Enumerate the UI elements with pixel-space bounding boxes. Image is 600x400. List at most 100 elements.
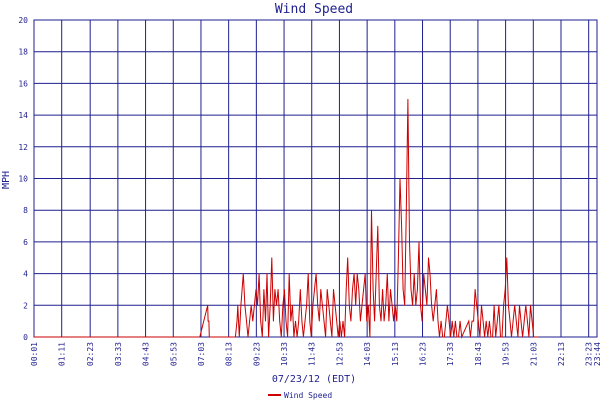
data-point: [320, 289, 322, 290]
data-point: [333, 289, 334, 290]
data-point: [372, 289, 374, 290]
chart-title: Wind Speed: [275, 2, 353, 17]
data-point: [285, 320, 287, 322]
data-point: [493, 304, 495, 306]
data-point: [239, 320, 241, 322]
data-point: [304, 320, 306, 322]
data-point: [396, 320, 398, 322]
data-point: [299, 289, 301, 290]
data-point: [307, 273, 309, 274]
data-point: [246, 320, 247, 322]
data-point: [312, 304, 314, 306]
data-point: [415, 304, 417, 306]
data-point: [496, 320, 498, 322]
data-point: [525, 304, 527, 306]
data-point: [322, 304, 323, 306]
data-point: [317, 304, 319, 306]
x-axis-ticks: 00:01 01:11 02:23 03:33 04:43 05:53 07:03 08:13…: [30, 342, 600, 366]
x-tick-label: 23:23: [585, 342, 594, 366]
data-point: [402, 289, 404, 290]
data-point: [284, 289, 285, 290]
data-point: [520, 320, 522, 322]
x-tick-label: 10:33: [280, 342, 289, 366]
x-tick-label: 21:03: [529, 342, 538, 366]
data-point: [363, 289, 364, 290]
data-point: [471, 320, 473, 322]
data-point: [390, 289, 391, 290]
data-point: [434, 304, 436, 306]
y-axis-ticks: 0 2 4 6 8 10 12 14 16 18 20: [18, 16, 28, 342]
data-point: [409, 241, 410, 243]
data-point: [436, 289, 437, 290]
data-point: [514, 304, 516, 306]
data-point: [451, 320, 453, 322]
data-point: [418, 241, 420, 243]
y-tick-label: 6: [23, 238, 28, 247]
data-point: [455, 320, 456, 322]
x-tick-label: 08:13: [225, 342, 234, 366]
data-point: [288, 273, 290, 274]
data-point: [503, 304, 504, 306]
x-tick-label: 17:33: [446, 342, 455, 366]
data-point: [295, 320, 296, 322]
data-point: [394, 304, 396, 306]
data-point: [244, 304, 246, 306]
y-tick-label: 16: [18, 79, 28, 88]
data-point: [318, 320, 320, 322]
data-point: [358, 289, 360, 290]
x-tick-label: 23:44: [593, 342, 600, 366]
data-point: [399, 178, 401, 179]
data-point: [298, 320, 300, 322]
data-point: [282, 304, 284, 306]
data-point: [476, 304, 478, 306]
data-point: [277, 289, 279, 290]
y-tick-label: 8: [23, 206, 28, 215]
data-point: [506, 257, 508, 259]
data-point: [445, 320, 447, 322]
data-point: [375, 273, 377, 274]
data-point: [388, 320, 390, 322]
x-tick-label: 15:13: [391, 342, 400, 366]
y-tick-label: 2: [23, 301, 28, 310]
data-point: [423, 273, 425, 274]
data-point: [428, 257, 429, 259]
data-point: [350, 320, 352, 322]
data-point: [437, 320, 439, 322]
data-point: [356, 273, 358, 274]
data-point: [508, 304, 509, 306]
data-point: [364, 273, 366, 274]
data-point: [448, 320, 450, 322]
data-point: [353, 273, 355, 274]
x-tick-label: 00:01: [30, 342, 39, 366]
plot-grid: [33, 19, 598, 338]
data-point: [477, 320, 479, 322]
data-point: [459, 320, 461, 322]
x-tick-label: 05:53: [169, 342, 178, 366]
data-point: [391, 304, 393, 306]
y-tick-label: 20: [18, 16, 28, 25]
data-point: [207, 304, 209, 306]
data-point: [410, 289, 412, 290]
data-point: [292, 304, 293, 306]
legend-label: Wind Speed: [284, 391, 332, 400]
data-point: [468, 320, 470, 322]
data-point: [382, 289, 383, 290]
data-point: [242, 273, 244, 274]
data-point: [404, 304, 406, 306]
data-point: [385, 304, 387, 306]
data-point: [482, 320, 484, 322]
data-point: [367, 304, 369, 306]
data-point: [208, 320, 210, 322]
data-point: [306, 304, 307, 306]
data-point: [515, 320, 517, 322]
data-point: [260, 320, 262, 322]
y-tick-label: 0: [23, 333, 28, 342]
data-point: [258, 273, 260, 274]
data-point: [377, 225, 379, 227]
data-point: [426, 304, 428, 306]
data-point: [355, 304, 357, 306]
data-point: [240, 304, 242, 306]
data-point: [407, 98, 409, 100]
data-point: [424, 289, 426, 290]
data-point: [393, 320, 394, 322]
